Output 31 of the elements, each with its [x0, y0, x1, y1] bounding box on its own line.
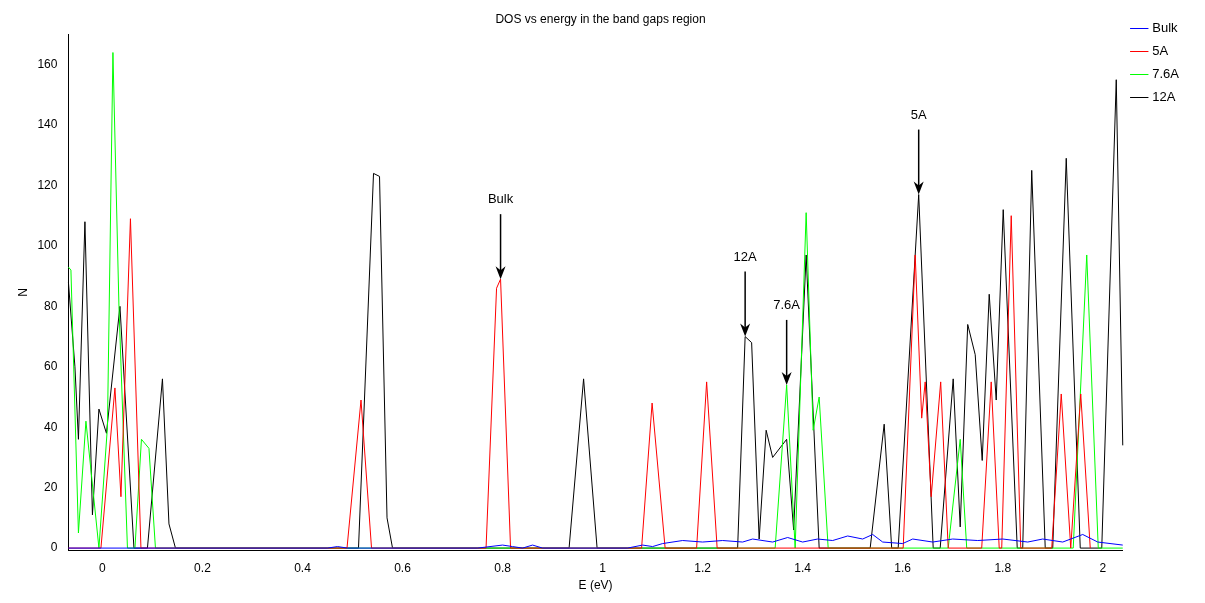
x-axis-title: E (eV): [578, 578, 613, 593]
annotation: 12A: [733, 248, 758, 264]
y-tick-label: 80: [44, 298, 58, 313]
y-tick-label: 0: [50, 540, 58, 555]
x-tick-label: 0.8: [494, 560, 512, 575]
x-tick-label: 1.4: [794, 560, 812, 575]
legend-label: Bulk: [1152, 20, 1179, 36]
x-tick-label: 1.2: [694, 560, 712, 575]
y-tick-label: 60: [44, 359, 58, 374]
x-tick-label: 2: [1099, 560, 1107, 575]
x-tick-label: 1.8: [994, 560, 1012, 575]
x-tick-label: 1: [599, 560, 607, 575]
y-tick-label: 100: [37, 238, 58, 253]
y-tick-label: 160: [37, 56, 58, 71]
legend-label: 5A: [1152, 43, 1169, 59]
x-tick-label: 1.6: [894, 560, 912, 575]
y-axis-title: N: [15, 287, 30, 297]
x-tick-label: 0: [99, 560, 107, 575]
legend-label: 7.6A: [1152, 66, 1180, 82]
x-tick-label: 0.2: [194, 560, 212, 575]
x-tick-label: 0.6: [394, 560, 412, 575]
x-tick-label: 0.4: [294, 560, 312, 575]
y-tick-label: 140: [37, 117, 58, 132]
annotation: 7.6A: [773, 296, 801, 312]
legend-label: 12A: [1152, 89, 1176, 105]
annotation: 5A: [910, 106, 927, 122]
y-tick-label: 40: [44, 419, 58, 434]
chart-title: DOS vs energy in the band gaps region: [495, 11, 706, 26]
y-tick-label: 120: [37, 177, 58, 192]
annotation: Bulk: [487, 191, 514, 207]
y-tick-label: 20: [44, 479, 58, 494]
